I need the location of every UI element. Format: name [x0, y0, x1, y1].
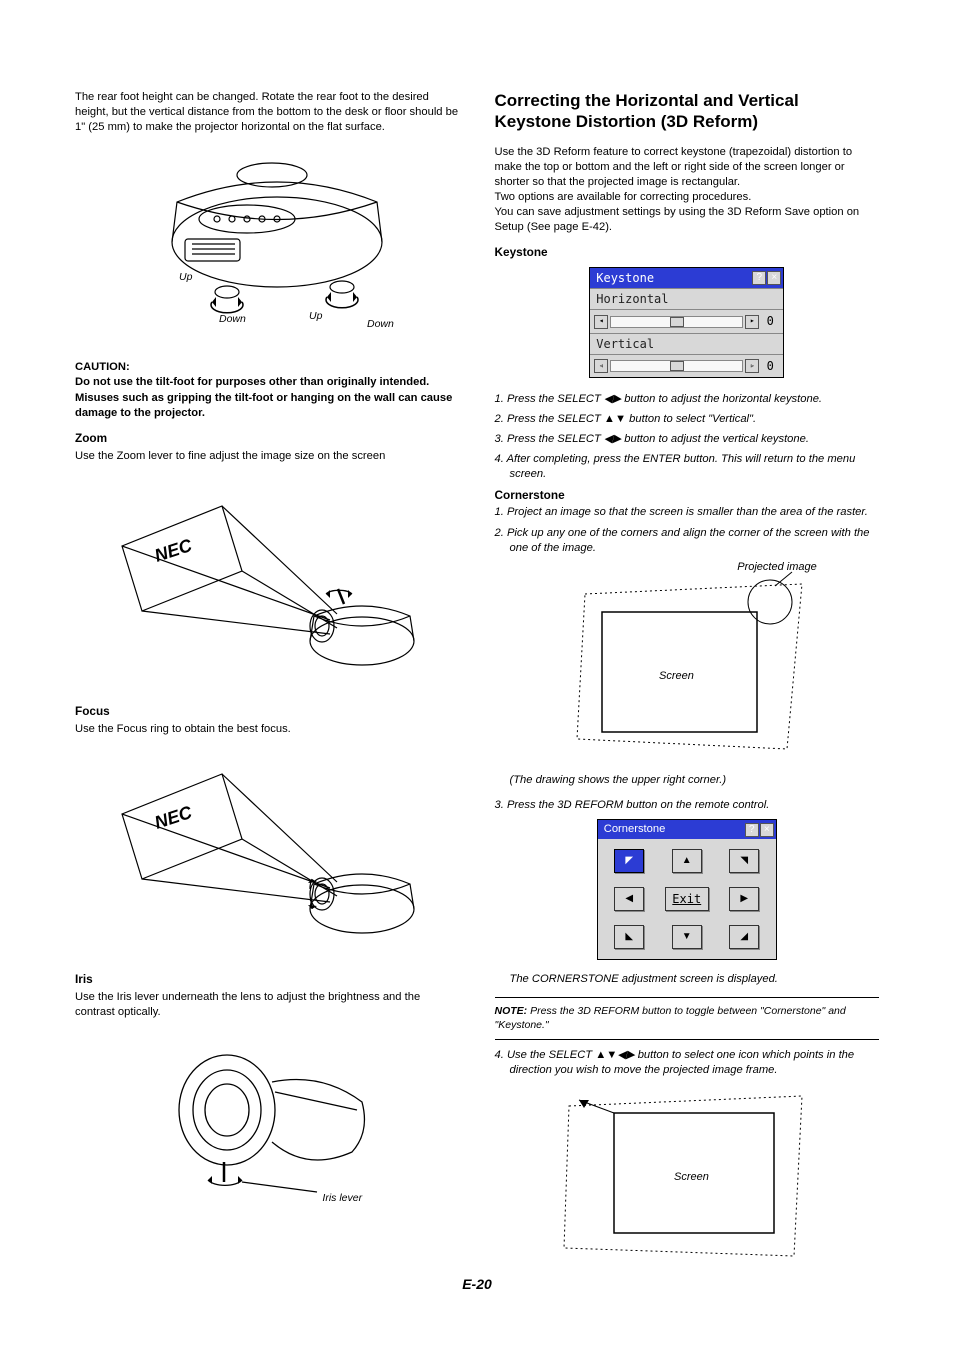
left-column: The rear foot height can be changed. Rot…	[75, 90, 460, 1263]
down-label: Down	[219, 313, 246, 325]
main-heading: Correcting the Horizontal and Vertical K…	[495, 90, 880, 133]
divider	[495, 1039, 880, 1040]
keystone-step-1: 1. Press the SELECT ◀▶ button to adjust …	[495, 392, 880, 407]
cornerstone-step-4: 4. Use the SELECT ▲▼◀▶ button to select …	[495, 1048, 880, 1078]
note-body: Press the 3D REFORM button to toggle bet…	[495, 1005, 846, 1031]
up-label: Up	[179, 271, 193, 283]
svg-text:NEC: NEC	[152, 802, 195, 833]
down-label-2: Down	[367, 318, 394, 330]
svg-text:NEC: NEC	[152, 535, 195, 566]
up-label-2: Up	[309, 310, 323, 322]
corner-top[interactable]: ▲	[672, 849, 702, 873]
upper-right-note: (The drawing shows the upper right corne…	[495, 773, 880, 788]
intro-1: Use the 3D Reform feature to correct key…	[495, 145, 880, 190]
focus-body: Use the Focus ring to obtain the best fo…	[75, 722, 460, 737]
caution-heading: CAUTION:	[75, 360, 460, 375]
svg-text:Screen: Screen	[674, 1171, 709, 1183]
screen-diagram-2: Screen	[559, 1088, 814, 1263]
dialog-titlebar: Keystone ? ×	[590, 268, 783, 288]
iris-figure: Iris lever	[75, 1032, 460, 1205]
iris-lever-label: Iris lever	[322, 1191, 362, 1205]
iris-body: Use the Iris lever underneath the lens t…	[75, 990, 460, 1020]
vertical-slider[interactable]: ◃ ▹ 0	[590, 354, 783, 377]
projector-lineart-zoom: NEC	[112, 476, 422, 686]
intro-3: You can save adjustment settings by usin…	[495, 205, 880, 235]
corner-right[interactable]: ▶	[729, 887, 759, 911]
cornerstone-heading: Cornerstone	[495, 488, 880, 504]
dialog-titlebar: Cornerstone ? ×	[598, 820, 776, 839]
cornerstone-step-1: 1. Project an image so that the screen i…	[495, 505, 880, 520]
corner-top-left[interactable]: ◤	[614, 849, 644, 873]
help-icon[interactable]: ?	[752, 271, 766, 285]
caution-body: Do not use the tilt-foot for purposes ot…	[75, 375, 460, 420]
keystone-step-4: 4. After completing, press the ENTER but…	[495, 452, 880, 482]
corner-bottom-left[interactable]: ◣	[614, 925, 644, 949]
close-icon[interactable]: ×	[760, 823, 774, 837]
page-columns: The rear foot height can be changed. Rot…	[75, 90, 879, 1263]
focus-figure: NEC	[75, 749, 460, 954]
corner-bottom-right[interactable]: ◢	[729, 925, 759, 949]
iris-heading: Iris	[75, 972, 460, 988]
horizontal-label: Horizontal	[590, 288, 783, 309]
dialog-title: Cornerstone	[604, 822, 666, 837]
cornerstone-dialog: Cornerstone ? × ◤ ▲ ◥ ◀ Exit ▶ ◣ ▼ ◢	[597, 819, 777, 960]
svg-text:Screen: Screen	[659, 670, 694, 682]
corner-left[interactable]: ◀	[614, 887, 644, 911]
projector-lineart-iris	[152, 1032, 382, 1197]
vertical-value: 0	[761, 358, 779, 374]
cornerstone-displayed-note: The CORNERSTONE adjustment screen is dis…	[495, 972, 880, 987]
projector-lineart-1: Up Down Up Down	[117, 147, 417, 342]
zoom-body: Use the Zoom lever to fine adjust the im…	[75, 449, 460, 464]
exit-button[interactable]: Exit	[665, 887, 709, 911]
arrow-left-icon[interactable]: ◂	[594, 315, 608, 329]
projector-lineart-focus: NEC	[112, 749, 422, 954]
help-icon[interactable]: ?	[745, 823, 759, 837]
focus-heading: Focus	[75, 704, 460, 720]
close-icon[interactable]: ×	[767, 271, 781, 285]
intro-para: The rear foot height can be changed. Rot…	[75, 90, 460, 135]
arrow-right-icon[interactable]: ▸	[745, 315, 759, 329]
horizontal-value: 0	[761, 313, 779, 329]
note-line: NOTE: Press the 3D REFORM button to togg…	[495, 1004, 880, 1032]
divider	[495, 997, 880, 998]
arrow-left-icon[interactable]: ◃	[594, 359, 608, 373]
vertical-label: Vertical	[590, 333, 783, 354]
cornerstone-step-2: 2. Pick up any one of the corners and al…	[495, 526, 880, 556]
keystone-dialog: Keystone ? × Horizontal ◂ ▸ 0 Vertical ◃…	[589, 267, 784, 378]
arrow-right-icon[interactable]: ▹	[745, 359, 759, 373]
zoom-figure: NEC	[75, 476, 460, 686]
intro-2: Two options are available for correcting…	[495, 190, 880, 205]
page-number: E-20	[75, 1275, 879, 1294]
corner-top-right[interactable]: ◥	[729, 849, 759, 873]
projected-image-diagram: Projected image Screen	[557, 564, 817, 759]
keystone-heading: Keystone	[495, 245, 880, 261]
keystone-step-2: 2. Press the SELECT ▲▼ button to select …	[495, 412, 880, 427]
right-column: Correcting the Horizontal and Vertical K…	[495, 90, 880, 1263]
horizontal-slider[interactable]: ◂ ▸ 0	[590, 309, 783, 332]
projector-rearfoot-figure: Up Down Up Down	[75, 147, 460, 342]
keystone-step-3: 3. Press the SELECT ◀▶ button to adjust …	[495, 432, 880, 447]
dialog-title: Keystone	[596, 270, 654, 286]
corner-bottom[interactable]: ▼	[672, 925, 702, 949]
note-prefix: NOTE:	[495, 1005, 528, 1017]
cornerstone-step-3: 3. Press the 3D REFORM button on the rem…	[495, 798, 880, 813]
zoom-heading: Zoom	[75, 431, 460, 447]
